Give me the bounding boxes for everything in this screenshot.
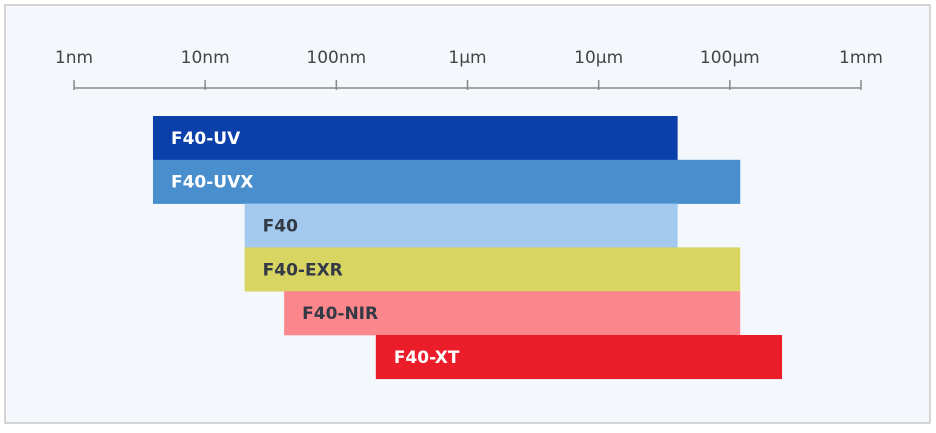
bar-label: F40-UVX (171, 173, 253, 193)
x-tick-label: 100µm (700, 48, 760, 68)
bar (244, 247, 741, 292)
x-tick-label: 10µm (574, 48, 623, 68)
x-tick-label: 100nm (306, 48, 366, 68)
bar (152, 159, 741, 204)
bar (152, 116, 678, 161)
x-tick-label: 1mm (839, 48, 883, 68)
x-tick-label: 1nm (55, 48, 93, 68)
x-tick-label: 10nm (181, 48, 230, 68)
bar (244, 203, 678, 248)
bar-label: F40-UV (171, 129, 241, 149)
bar-label: F40-NIR (302, 304, 378, 324)
bar-label: F40-EXR (263, 260, 343, 280)
bar-label: F40 (263, 217, 298, 237)
bar (375, 335, 783, 380)
x-tick-label: 1µm (448, 48, 486, 68)
bar-label: F40-XT (394, 348, 460, 368)
bar (284, 291, 741, 336)
